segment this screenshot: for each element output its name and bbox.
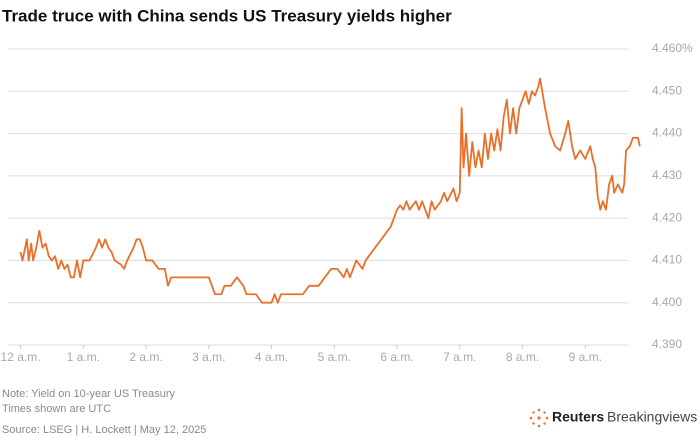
x-tick-label: 1 a.m.: [67, 350, 100, 364]
x-tick-label: 4 a.m.: [255, 350, 288, 364]
x-tick-label: 3 a.m.: [192, 350, 225, 364]
brand: Breakingviews: [607, 409, 697, 425]
brand: Reuters: [552, 409, 604, 425]
y-tick-label: 4.400: [652, 295, 682, 309]
x-tick-label: 6 a.m.: [380, 350, 413, 364]
x-tick-label: 7 a.m.: [443, 350, 476, 364]
y-tick-label: 4.410: [652, 253, 682, 267]
note: Note: Yield on 10-year US Treasury: [2, 388, 176, 400]
x-tick-label: 5 a.m.: [318, 350, 351, 364]
y-tick-label: 4.430: [652, 168, 682, 182]
x-tick-label: 2 a.m.: [129, 350, 162, 364]
line: [19, 77, 641, 304]
y-tick-label: 4.460%: [652, 41, 693, 55]
y-tick-label: 4.420: [652, 210, 682, 224]
source: Source: LSEG | H. Lockett | May 12, 2025: [2, 424, 206, 436]
y-tick-label: 4.440: [652, 126, 682, 140]
y-tick-label: 4.390: [652, 337, 682, 351]
x-tick-label: 8 a.m.: [506, 350, 539, 364]
note: Times shown are UTC: [2, 403, 111, 415]
chart-title: Trade truce with China sends US Treasury…: [2, 6, 452, 25]
x-tick-label: 9 a.m.: [569, 350, 602, 364]
brand-icon: [529, 408, 549, 428]
y-tick-label: 4.450: [652, 83, 682, 97]
x-tick-label: 12 a.m.: [1, 350, 41, 364]
